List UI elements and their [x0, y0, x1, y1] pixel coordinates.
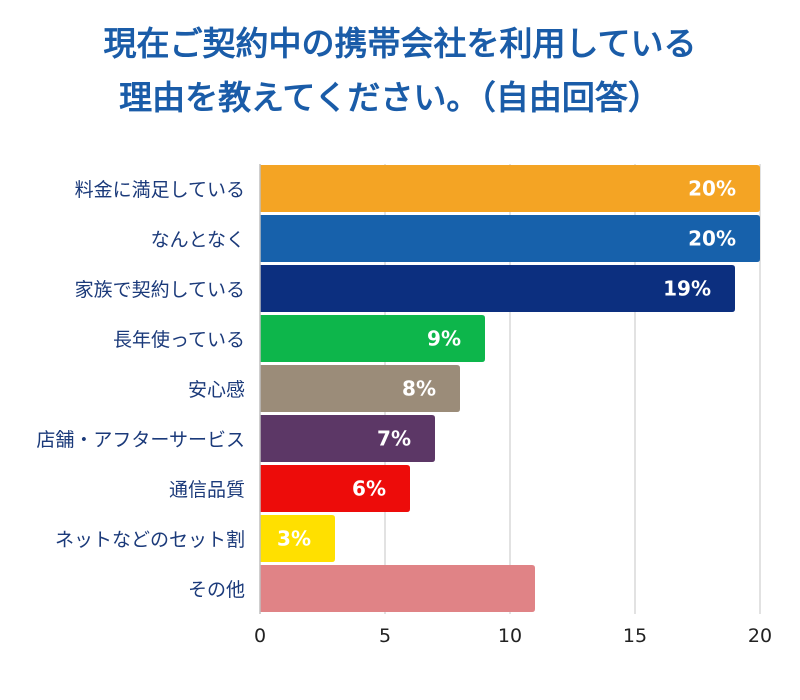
x-tick-label: 0 — [254, 625, 266, 647]
bar — [260, 315, 485, 362]
x-tick-label: 20 — [748, 625, 772, 647]
bars: 20% 20% 19% 9% 8% 7% 6% 3% — [260, 165, 760, 612]
bar-value-label: 7% — [377, 427, 411, 451]
x-tick-label: 15 — [623, 625, 647, 647]
x-tick-labels: 0 5 10 15 20 — [254, 625, 772, 647]
bar-value-label: 19% — [663, 277, 711, 301]
chart-title-line-2: 理由を教えてください。（自由回答） — [119, 78, 661, 117]
category-label: 通信品質 — [169, 479, 245, 501]
bar — [260, 215, 760, 262]
bar-value-label: 8% — [402, 377, 436, 401]
category-label: 店舗・アフターサービス — [36, 429, 245, 451]
bar — [260, 365, 460, 412]
category-label: その他 — [188, 579, 245, 601]
category-label: 家族で契約している — [75, 279, 245, 301]
bar — [260, 415, 435, 462]
bar — [260, 465, 410, 512]
chart-title-line-1: 現在ご契約中の携帯会社を利用している — [103, 24, 697, 63]
bar-value-label: 9% — [427, 327, 461, 351]
bar-value-label: 3% — [277, 527, 311, 551]
bar-value-label: 20% — [688, 227, 736, 251]
bar — [260, 515, 335, 562]
bar — [260, 265, 735, 312]
bar-value-label: 20% — [688, 177, 736, 201]
category-label: 料金に満足している — [75, 179, 245, 201]
bar-value-label: 6% — [352, 477, 386, 501]
bar — [260, 565, 535, 612]
bar — [260, 165, 760, 212]
category-label: ネットなどのセット割 — [55, 529, 245, 551]
x-tick-label: 5 — [379, 625, 391, 647]
category-label: 長年使っている — [113, 329, 245, 351]
category-labels: 料金に満足しているなんとなく家族で契約している長年使っている安心感店舗・アフター… — [36, 179, 245, 601]
x-tick-label: 10 — [498, 625, 522, 647]
category-label: なんとなく — [151, 229, 245, 251]
category-label: 安心感 — [188, 379, 245, 401]
